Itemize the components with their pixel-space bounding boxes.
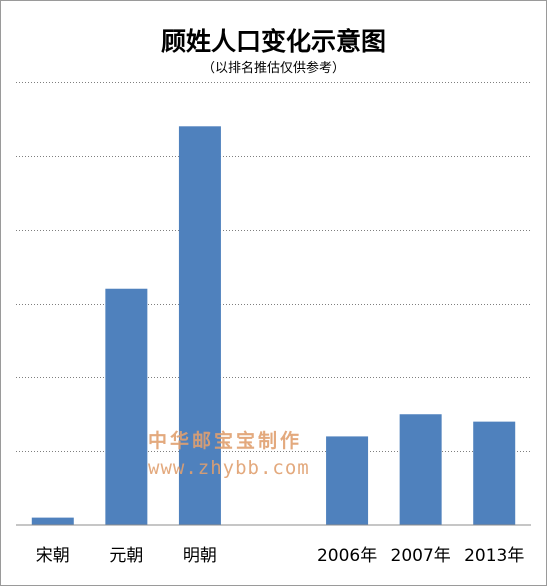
bars: [31, 126, 516, 526]
chart-subtitle: （以排名推估仅供参考）: [201, 61, 345, 76]
bar: [105, 288, 148, 525]
bar: [473, 421, 516, 525]
category-label: 2013年: [464, 546, 524, 566]
category-labels: 宋朝 元朝 明朝 2006年 2007年 2013年: [36, 546, 525, 566]
bar: [31, 517, 74, 525]
bar: [178, 126, 221, 526]
category-label: 元朝: [109, 546, 143, 566]
gridlines: [16, 82, 531, 452]
category-label: 2006年: [317, 546, 377, 566]
category-label: 宋朝: [36, 546, 70, 566]
chart-title: 顾姓人口变化示意图: [160, 27, 386, 56]
watermark-text: 中华邮宝宝制作: [148, 430, 303, 452]
bar: [326, 436, 369, 525]
watermark-url: www.zhybb.com: [148, 457, 310, 479]
category-label: 明朝: [183, 546, 217, 566]
category-label: 2007年: [391, 546, 451, 566]
bar: [399, 414, 442, 525]
